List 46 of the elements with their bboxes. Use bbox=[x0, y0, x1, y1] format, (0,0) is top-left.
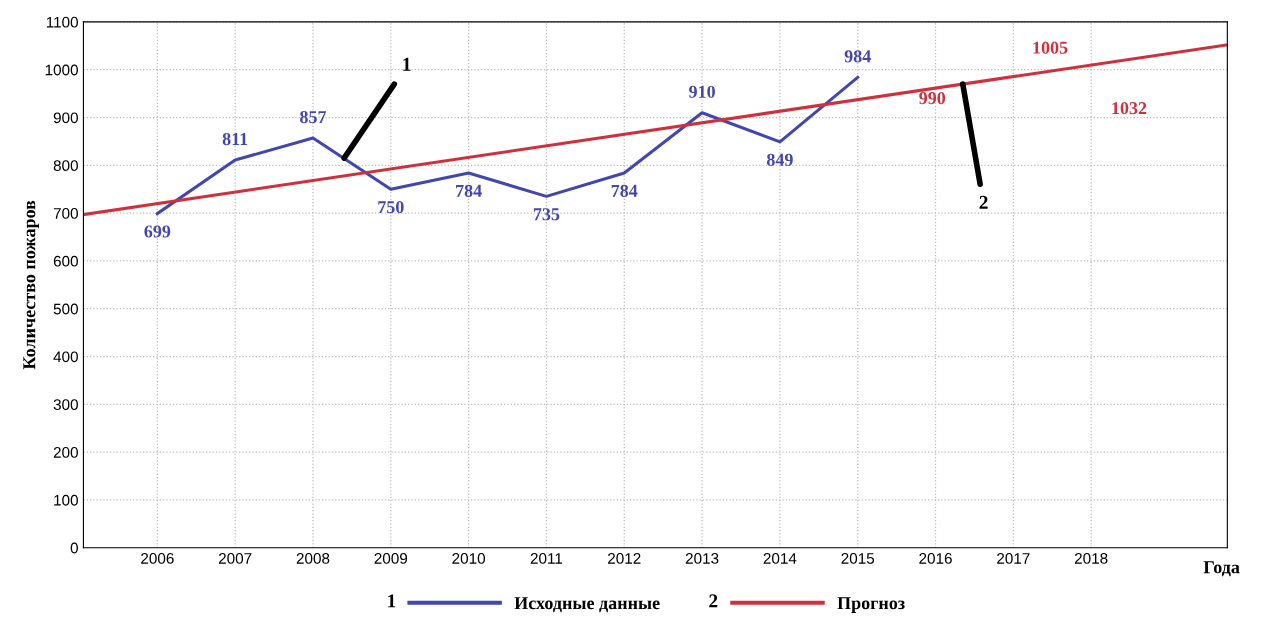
x-tick-label: 2015 bbox=[841, 553, 875, 564]
y-tick-label: 300 bbox=[53, 399, 78, 411]
y-tick-label: 200 bbox=[53, 447, 78, 458]
data-label: 735 bbox=[533, 208, 560, 221]
data-label: 849 bbox=[766, 153, 793, 166]
x-tick-label: 2011 bbox=[530, 553, 563, 564]
data-label: 750 bbox=[378, 201, 404, 214]
x-tick-label: 2016 bbox=[919, 553, 952, 564]
y-tick-label: 600 bbox=[53, 255, 78, 267]
data-label: 910 bbox=[689, 85, 715, 98]
y-axis-title: Количество пожаров bbox=[23, 200, 40, 370]
x-tick-label: 2012 bbox=[608, 553, 641, 564]
data-label: 811 bbox=[222, 132, 248, 146]
y-tick-label: 1100 bbox=[46, 16, 78, 28]
annotation: 1032 bbox=[1112, 102, 1147, 115]
x-tick-label: 2013 bbox=[685, 553, 719, 564]
data-label: 857 bbox=[300, 110, 327, 124]
annotation: 1005 bbox=[1033, 41, 1068, 54]
x-tick-label: 2007 bbox=[218, 553, 252, 564]
annotation: 1 bbox=[403, 57, 411, 71]
y-tick-label: 800 bbox=[53, 160, 78, 172]
y-tick-label: 500 bbox=[53, 303, 78, 315]
legend-label: Прогноз bbox=[837, 597, 905, 613]
data-label: 699 bbox=[144, 225, 171, 238]
y-tick-label: 900 bbox=[53, 112, 78, 124]
y-tick-label: 400 bbox=[53, 351, 78, 363]
x-tick-label: 2010 bbox=[452, 553, 486, 564]
x-tick-label: 2008 bbox=[296, 553, 330, 564]
data-label: 984 bbox=[844, 50, 871, 63]
x-axis-title: Года bbox=[1203, 561, 1240, 577]
data-label: 784 bbox=[456, 184, 482, 197]
y-tick-label: 700 bbox=[53, 207, 78, 219]
y-tick-label: 0 bbox=[70, 542, 78, 554]
x-tick-label: 2018 bbox=[1074, 553, 1108, 564]
annotation: 990 bbox=[919, 92, 946, 105]
y-tick-label: 100 bbox=[54, 494, 78, 506]
x-tick-label: 2014 bbox=[763, 553, 797, 564]
x-tick-label: 2017 bbox=[997, 553, 1030, 564]
x-tick-label: 2009 bbox=[374, 553, 408, 564]
text: 1 bbox=[388, 594, 396, 608]
y-tick-label: 1000 bbox=[45, 64, 78, 76]
annotation: 2 bbox=[979, 195, 988, 209]
legend-label: Исходные данные bbox=[514, 597, 660, 613]
x-tick-label: 2006 bbox=[141, 553, 174, 564]
data-label: 784 bbox=[611, 184, 638, 197]
text: 2 bbox=[709, 594, 718, 608]
